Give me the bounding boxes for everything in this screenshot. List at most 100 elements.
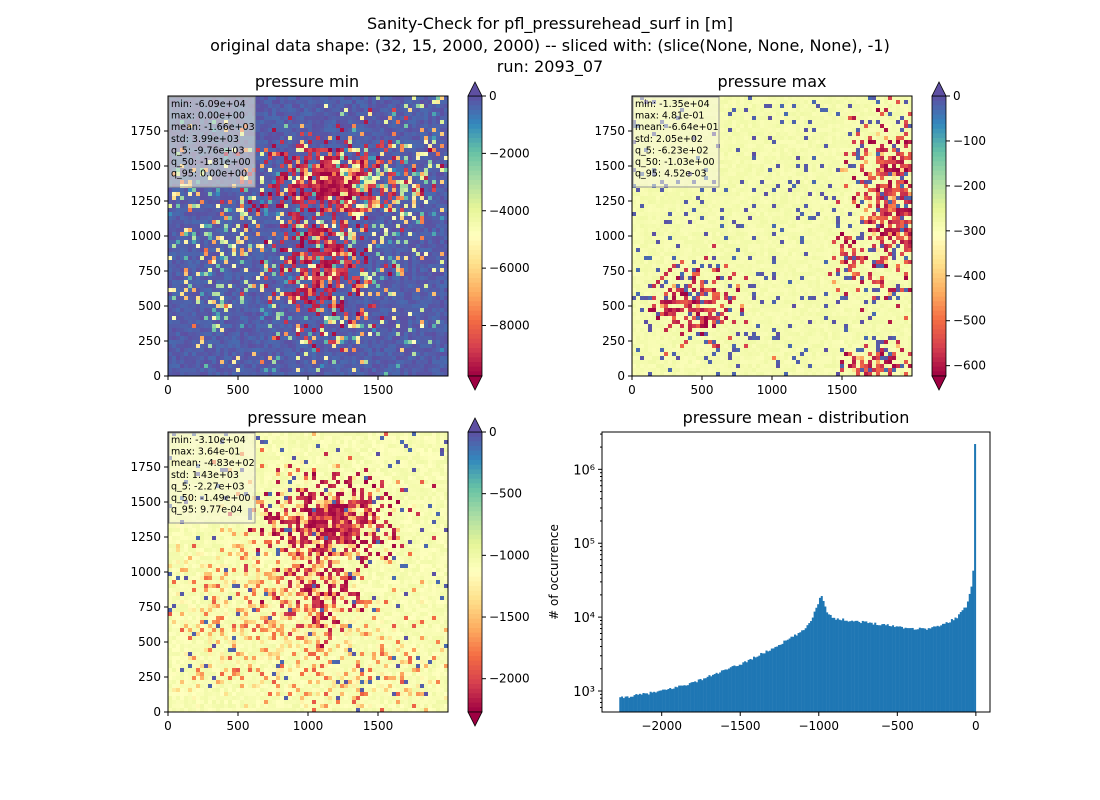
histogram-bar [770,648,773,712]
histogram-bar [813,611,816,712]
histogram-bar [749,658,752,712]
pressure-mean-distribution-bars [619,444,977,712]
histogram-bar [842,618,845,712]
histogram-bar [640,694,643,712]
histogram-bar [783,640,786,712]
pressure-mean-title: pressure mean [247,408,367,427]
pressure-mean-stats-box [168,432,256,524]
histogram-bar [874,622,877,712]
histogram-bar [758,655,761,712]
histogram-bar [920,628,923,712]
histogram-bar [811,617,814,712]
pressure-min-ytick-label: 750 [138,264,161,278]
pressure-min-colorbar-tick-label: −8000 [489,319,530,333]
pressure-min-stats-box [168,96,256,188]
pressure-min-stat-line: min: -6.09e+04 [171,99,246,110]
pressure-min-panel [164,81,486,391]
histogram-bar [628,697,631,712]
histogram-bar [706,676,709,712]
pressure-mean-distribution-ylabel: # of occurrence [547,524,561,620]
histogram-bar [697,679,700,712]
histogram-bar [788,638,791,712]
histogram-bar [876,625,879,712]
pressure-mean-colorbar [467,417,486,727]
pressure-mean-ytick-label: 1000 [130,565,161,579]
pressure-min-ytick-label: 1500 [130,159,161,173]
pressure-min-colorbar-tick-label: 0 [489,89,497,103]
histogram-bar [877,625,880,712]
pressure-max-heatmap [632,96,913,377]
histogram-bar [863,621,866,712]
pressure-max-title: pressure max [717,72,826,91]
histogram-bar [733,665,736,712]
pressure-mean-panel [164,417,486,727]
histogram-bar [815,607,818,712]
histogram-bar [949,622,952,712]
histogram-bar [753,656,756,712]
pressure-max-colorbar-tick-label: −500 [953,314,986,328]
histogram-bar [720,670,723,712]
histogram-bar [662,689,665,712]
pressure-mean-colorbar-tick-label: 0 [489,425,497,439]
histogram-bar [647,694,650,712]
histogram-bar [622,698,625,712]
histogram-bar [899,626,902,712]
histogram-bar [756,656,759,712]
histogram-bar [840,620,843,712]
histogram-bar [695,682,698,712]
histogram-bar [724,669,727,712]
histogram-bar [945,622,948,712]
histogram-bar [777,645,780,712]
histogram-bar [851,620,854,712]
pressure-max-colorbar-tick-label: 0 [953,89,961,103]
histogram-bar [836,618,839,712]
histogram-bar [858,621,861,712]
histogram-bar [726,669,729,712]
histogram-bar [795,635,798,712]
histogram-bar [619,697,622,712]
pressure-min-xtick-label: 1000 [293,383,324,397]
histogram-bar [701,680,704,712]
histogram-bar [690,682,693,712]
histogram-bar [631,696,634,712]
histogram-bar [883,624,886,712]
histogram-bar [965,607,968,712]
pressure-mean-distribution-ytick-label: 10⁴ [573,611,595,626]
histogram-bar [754,657,757,712]
pressure-min-stat-line: std: 3.99e+03 [171,134,239,145]
pressure-mean-distribution-ytick-label: 10³ [573,685,595,700]
pressure-min-stat-line: q_50: -1.81e+00 [171,157,251,168]
histogram-bar [913,629,916,712]
histogram-bar [761,653,764,712]
histogram-bar [810,621,813,712]
histogram-bar [827,614,830,712]
histogram-bar [683,685,686,712]
histogram-bar [970,586,973,712]
pressure-mean-ytick-label: 1500 [130,495,161,509]
histogram-bar [804,628,807,712]
histogram-bar [665,689,668,712]
histogram-bar [852,621,855,712]
histogram-bar [658,690,661,712]
histogram-bar [958,614,961,712]
pressure-min-stat-line: q_5: -9.76e+03 [171,145,245,156]
pressure-mean-colorbar-tick-label: −500 [489,487,522,501]
pressure-min-xtick-label: 500 [227,383,250,397]
pressure-max-colorbar-tick-label: −400 [953,269,986,283]
histogram-bar [769,650,772,712]
histogram-bar [670,689,674,712]
histogram-bar [745,662,748,712]
histogram-bar [653,691,656,712]
pressure-max-panel [628,81,950,391]
histogram-bar [922,628,925,712]
histogram-bar [906,628,909,712]
pressure-min-colorbar-extend-max [467,81,483,97]
histogram-bar [715,672,718,712]
histogram-bar [808,623,811,712]
histogram-bar [711,674,715,712]
pressure-min-xtick-label: 1500 [363,383,394,397]
histogram-bar [849,621,852,712]
pressure-mean-colorbar-tick-label: −1500 [489,610,530,624]
histogram-bar [740,664,743,712]
histogram-bar [933,626,936,712]
